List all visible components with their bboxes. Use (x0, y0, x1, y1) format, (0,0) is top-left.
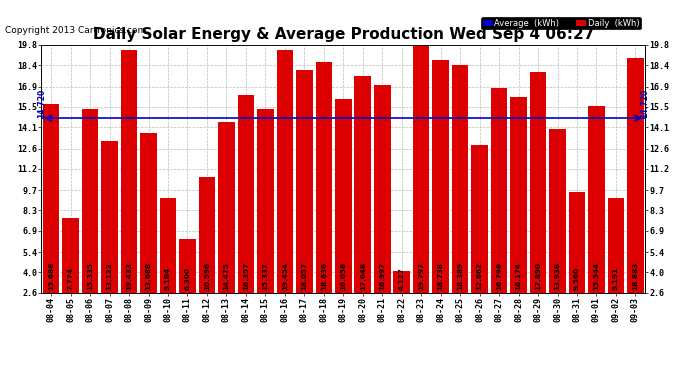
Bar (355, 76, 371, 292)
Text: 17.648: 17.648 (359, 262, 366, 290)
Bar (62, 218, 79, 292)
Text: 15.686: 15.686 (48, 261, 54, 290)
Text: 14.720: 14.720 (640, 89, 650, 118)
Text: 9.184: 9.184 (165, 267, 171, 290)
Bar (43, 104, 59, 292)
Bar (121, 50, 137, 292)
Text: 14.475: 14.475 (224, 262, 229, 290)
Text: 4.127: 4.127 (399, 267, 405, 290)
Bar (491, 88, 507, 292)
Text: 13.688: 13.688 (146, 261, 152, 290)
Bar (237, 94, 254, 292)
Text: 16.796: 16.796 (496, 261, 502, 290)
Bar (179, 239, 196, 292)
Bar (569, 192, 585, 292)
Text: 16.357: 16.357 (243, 262, 249, 290)
Text: 17.890: 17.890 (535, 262, 541, 290)
Text: 16.997: 16.997 (380, 261, 385, 290)
Bar (627, 58, 644, 292)
Bar (140, 133, 157, 292)
Bar (257, 109, 274, 292)
Text: 15.335: 15.335 (87, 262, 93, 290)
Text: 9.191: 9.191 (613, 267, 619, 290)
Text: 18.057: 18.057 (302, 262, 307, 290)
Bar (433, 60, 449, 292)
Text: 16.174: 16.174 (515, 262, 522, 290)
Text: 18.636: 18.636 (321, 261, 327, 290)
Bar (471, 145, 488, 292)
Text: 10.596: 10.596 (204, 261, 210, 290)
Text: 12.862: 12.862 (477, 262, 482, 290)
Bar (452, 65, 469, 292)
Text: 18.883: 18.883 (633, 261, 638, 290)
Bar (393, 270, 410, 292)
Bar (82, 109, 99, 292)
Text: 19.433: 19.433 (126, 262, 132, 290)
Text: 15.337: 15.337 (262, 262, 268, 290)
Bar (608, 198, 624, 292)
Bar (218, 122, 235, 292)
Bar (335, 99, 351, 292)
Bar (277, 50, 293, 292)
Title: Daily Solar Energy & Average Production Wed Sep 4 06:27: Daily Solar Energy & Average Production … (92, 27, 594, 42)
Text: 6.300: 6.300 (184, 267, 190, 290)
Bar (159, 198, 176, 292)
Bar (199, 177, 215, 292)
Bar (296, 70, 313, 292)
Bar (588, 106, 604, 292)
Text: 16.058: 16.058 (340, 261, 346, 290)
Text: 19.797: 19.797 (418, 262, 424, 290)
Text: 18.389: 18.389 (457, 261, 463, 290)
Text: 18.738: 18.738 (437, 262, 444, 290)
Text: 15.544: 15.544 (593, 262, 600, 290)
Text: Copyright 2013 Cartronics.com: Copyright 2013 Cartronics.com (5, 26, 146, 35)
Text: 13.122: 13.122 (106, 262, 112, 290)
Text: 7.774: 7.774 (68, 267, 74, 290)
Bar (315, 62, 332, 292)
Text: 13.938: 13.938 (555, 262, 560, 290)
Bar (511, 97, 527, 292)
Legend: Average  (kWh), Daily  (kWh): Average (kWh), Daily (kWh) (481, 17, 641, 29)
Bar (101, 141, 118, 292)
Bar (530, 72, 546, 292)
Bar (549, 129, 566, 292)
Text: 14.720: 14.720 (37, 89, 46, 118)
Text: 9.560: 9.560 (574, 267, 580, 290)
Text: 19.454: 19.454 (282, 262, 288, 290)
Bar (413, 45, 429, 292)
Bar (374, 86, 391, 292)
